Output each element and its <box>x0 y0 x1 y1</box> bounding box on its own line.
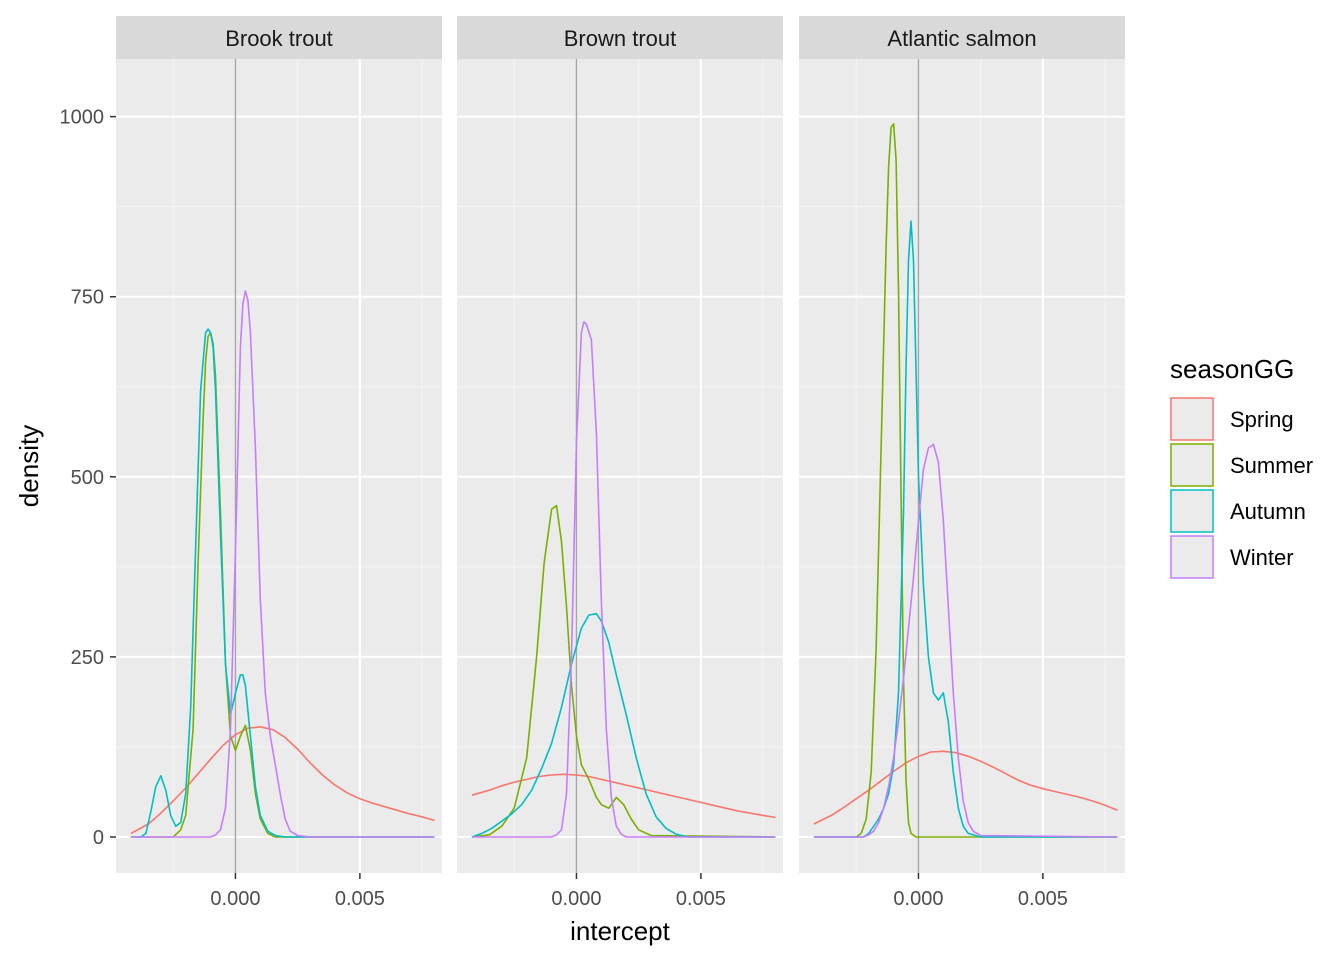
x-tick-label: 0.000 <box>210 888 260 910</box>
legend-item-winter: Winter <box>1169 534 1294 580</box>
legend-key-swatch <box>1170 489 1214 533</box>
legend-label: Summer <box>1230 453 1313 478</box>
legend-label: Autumn <box>1230 499 1306 524</box>
panel-strip-title: Brown trout <box>564 26 677 51</box>
panel-strip <box>457 16 783 59</box>
y-tick-label: 250 <box>71 647 104 669</box>
density-line-winter <box>471 321 776 838</box>
panels-layer: Brook trout 0.000 0.005 0 250 500 750 1000 Brown… <box>60 16 1125 910</box>
panel-brook-trout: Brook trout 0.000 0.005 0 250 500 750 1000 <box>60 16 442 910</box>
legend-key-swatch <box>1170 535 1214 579</box>
density-line-spring <box>471 773 776 819</box>
x-tick-label: 0.000 <box>551 888 601 910</box>
legend-key-swatch <box>1170 443 1214 487</box>
legend-key-background <box>1169 488 1215 534</box>
density-line-winter <box>813 443 1118 838</box>
density-line-summer <box>471 504 776 838</box>
x-tick-label: 0.005 <box>335 888 385 910</box>
legend-key-background <box>1169 442 1215 488</box>
panel-strip-title: Brook trout <box>225 26 333 51</box>
panel-strip-title: Atlantic salmon <box>887 26 1036 51</box>
legend: seasonGG Spring Summer Autumn Winter <box>1169 354 1313 580</box>
legend-items: Spring Summer Autumn Winter <box>1169 396 1313 580</box>
panel-atlantic-salmon: Atlantic salmon 0.000 0.005 <box>799 16 1125 910</box>
legend-item-spring: Spring <box>1169 396 1294 442</box>
x-tick-label: 0.005 <box>1018 888 1068 910</box>
legend-title: seasonGG <box>1170 354 1294 384</box>
legend-item-autumn: Autumn <box>1169 488 1306 534</box>
y-tick-label: 0 <box>93 827 104 849</box>
density-line-summer <box>813 123 1118 838</box>
panel-background <box>799 59 1125 873</box>
x-tick-label: 0.005 <box>676 888 726 910</box>
legend-key-background <box>1169 534 1215 580</box>
density-line-winter <box>130 290 435 838</box>
panel-strip <box>799 16 1125 59</box>
x-axis-title: intercept <box>570 916 670 946</box>
panel-strip <box>116 16 442 59</box>
legend-label: Spring <box>1230 407 1294 432</box>
y-tick-label: 1000 <box>60 107 105 129</box>
legend-label: Winter <box>1230 545 1294 570</box>
y-tick-label: 750 <box>71 287 104 309</box>
density-line-autumn <box>130 328 435 838</box>
panel-brown-trout: Brown trout 0.000 0.005 <box>457 16 783 910</box>
legend-key-background <box>1169 396 1215 442</box>
density-line-autumn <box>471 612 776 838</box>
legend-item-summer: Summer <box>1169 442 1313 488</box>
panel-background <box>116 59 442 873</box>
legend-key-swatch <box>1170 397 1214 441</box>
y-axis-title: density <box>14 425 44 507</box>
y-tick-label: 500 <box>71 467 104 489</box>
x-tick-label: 0.000 <box>893 888 943 910</box>
panel-background <box>457 59 783 873</box>
